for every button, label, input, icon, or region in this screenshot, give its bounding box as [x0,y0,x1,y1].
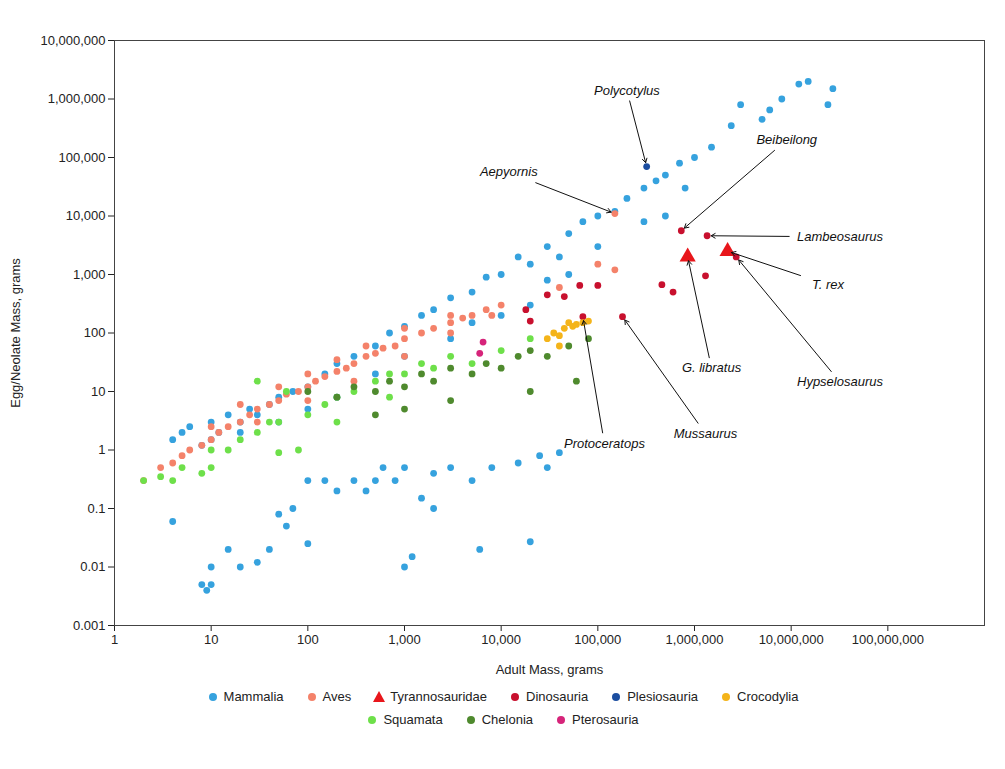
svg-text:0.1: 0.1 [87,501,105,516]
svg-text:Hypselosaurus: Hypselosaurus [797,374,883,389]
svg-text:100,000: 100,000 [574,632,621,647]
svg-text:10,000: 10,000 [66,208,106,223]
svg-text:Egg/Neolate Mass, grams: Egg/Neolate Mass, grams [8,258,23,408]
html-text:Crocodylia: Crocodylia [737,689,799,704]
svg-text:10: 10 [91,384,105,399]
svg-text:G. libratus: G. libratus [682,360,742,375]
svg-text:10: 10 [204,632,218,647]
html-text:Aves: Aves [322,689,352,704]
html-text:Tyrannosauridae: Tyrannosauridae [390,689,487,704]
svg-text:100: 100 [84,325,106,340]
svg-text:0.001: 0.001 [73,618,106,633]
svg-text:100,000,000: 100,000,000 [852,632,924,647]
html-text:Dinosauria: Dinosauria [526,689,589,704]
html-text:Pterosauria: Pterosauria [572,712,639,727]
svg-text:Lambeosaurus: Lambeosaurus [797,229,883,244]
svg-text:Beibeilong: Beibeilong [756,132,817,147]
html-text:Chelonia: Chelonia [481,712,533,727]
html-text:Plesiosauria: Plesiosauria [627,689,698,704]
svg-text:Protoceratops: Protoceratops [564,435,645,450]
svg-text:10,000,000: 10,000,000 [40,33,105,48]
svg-text:1,000: 1,000 [73,267,106,282]
svg-text:1,000: 1,000 [388,632,421,647]
svg-text:T. rex: T. rex [812,277,845,292]
svg-text:1,000,000: 1,000,000 [666,632,724,647]
svg-text:100: 100 [297,632,319,647]
svg-text:10,000: 10,000 [481,632,521,647]
html-text:Mammalia: Mammalia [223,689,284,704]
svg-text:0.01: 0.01 [80,559,105,574]
svg-text:1,000,000: 1,000,000 [48,91,106,106]
svg-text:Mussaurus: Mussaurus [674,426,738,441]
svg-text:Aepyornis: Aepyornis [479,164,538,179]
svg-text:Adult Mass, grams: Adult Mass, grams [496,662,604,677]
svg-text:100,000: 100,000 [59,150,106,165]
svg-text:10,000,000: 10,000,000 [759,632,824,647]
html-text:Squamata: Squamata [383,712,443,727]
svg-text:1: 1 [111,632,118,647]
svg-text:1: 1 [98,442,105,457]
svg-text:Polycotylus: Polycotylus [594,83,660,98]
